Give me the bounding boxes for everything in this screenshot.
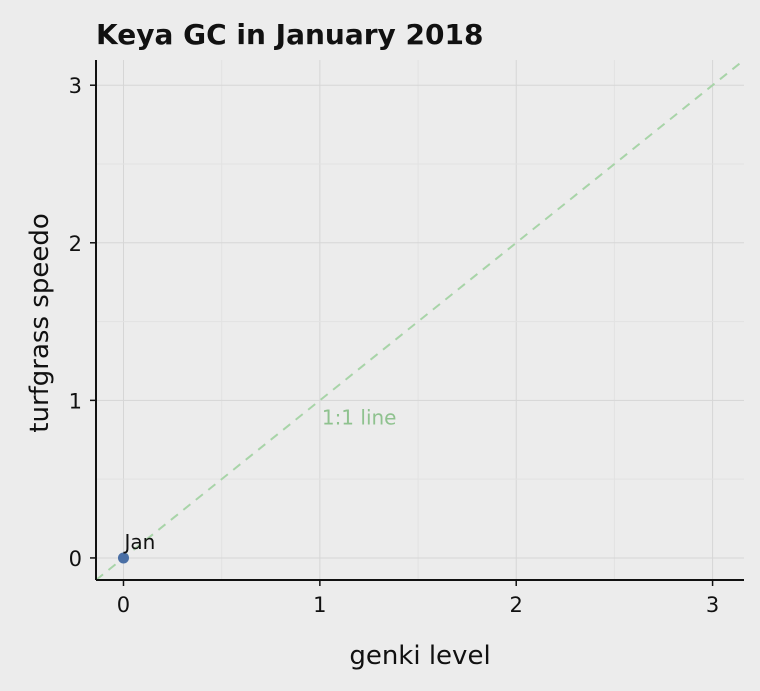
data-points: Jan bbox=[117, 530, 155, 564]
x-axis-ticks: 0 1 2 3 bbox=[117, 580, 719, 617]
reference-line-group: 1:1 line bbox=[95, 59, 745, 581]
reference-line bbox=[95, 59, 745, 581]
x-tick-label: 2 bbox=[510, 593, 523, 617]
gridlines bbox=[96, 60, 744, 580]
y-tick-label: 1 bbox=[69, 389, 82, 413]
reference-line-label: 1:1 line bbox=[322, 405, 397, 429]
axes bbox=[95, 60, 744, 581]
x-tick-label: 3 bbox=[706, 593, 719, 617]
data-point bbox=[117, 552, 129, 564]
chart-title: Keya GC in January 2018 bbox=[96, 18, 483, 51]
y-tick-label: 2 bbox=[69, 232, 82, 256]
x-tick-label: 0 bbox=[117, 593, 130, 617]
x-axis-title: genki level bbox=[349, 641, 490, 671]
x-tick-label: 1 bbox=[313, 593, 326, 617]
y-axis-ticks: 0 1 2 3 bbox=[69, 74, 96, 571]
y-tick-label: 0 bbox=[69, 547, 82, 571]
y-axis-title: turfgrass speedo bbox=[25, 213, 55, 432]
y-tick-label: 3 bbox=[69, 74, 82, 98]
data-point-label: Jan bbox=[122, 530, 155, 554]
